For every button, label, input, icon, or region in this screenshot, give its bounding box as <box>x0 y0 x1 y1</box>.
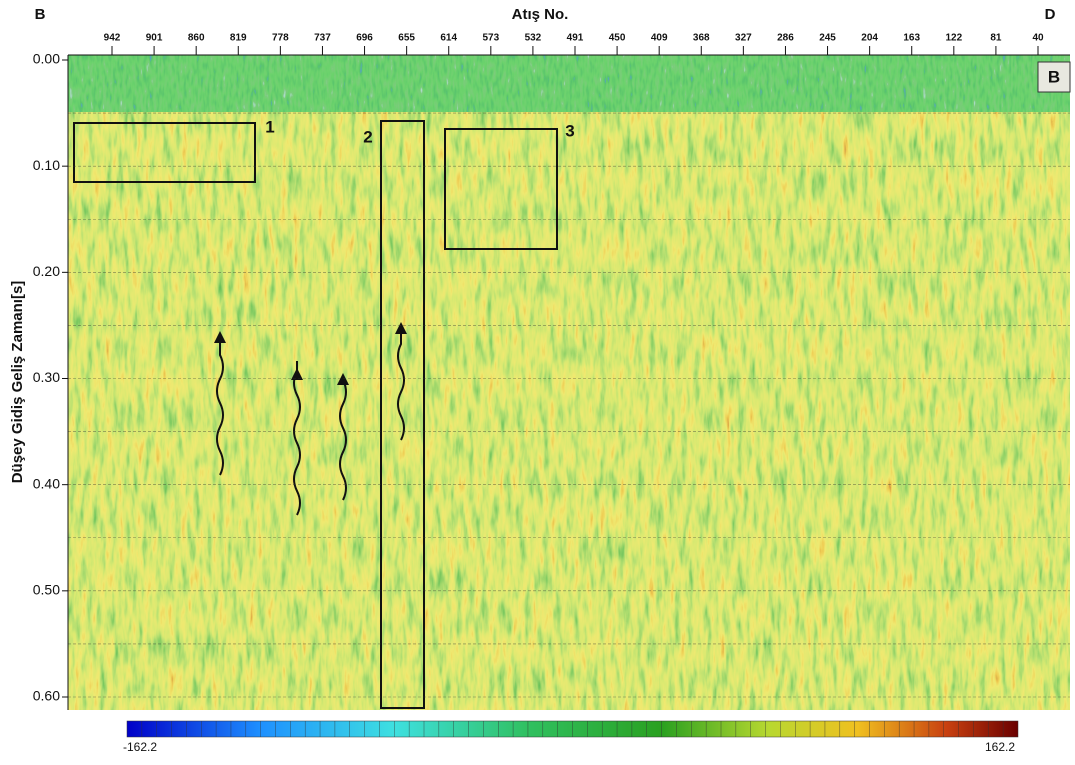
colorbar-min: -162.2 <box>123 740 157 754</box>
annotations <box>73 120 558 709</box>
y-tick-label: 0.30 <box>33 369 60 385</box>
arrow <box>397 328 405 441</box>
section-texture <box>68 112 1070 710</box>
x-tick-label: 819 <box>230 33 247 44</box>
x-tick-label: 163 <box>903 33 920 44</box>
x-tick-label: 696 <box>356 33 373 44</box>
arrowhead <box>337 373 349 385</box>
y-tick-label: 0.50 <box>33 582 60 598</box>
colorbar-max: 162.2 <box>985 740 1015 754</box>
x-tick-label: 40 <box>1032 33 1044 44</box>
box-label: 3 <box>565 121 574 140</box>
right-corner: D <box>1045 6 1056 23</box>
top-band <box>68 55 1070 112</box>
x-tick-label: 491 <box>567 33 584 44</box>
y-tick-label: 0.10 <box>33 157 60 173</box>
x-tick-label: 204 <box>861 33 878 44</box>
x-tick-label: 655 <box>398 33 415 44</box>
x-tick-label: 614 <box>440 33 457 44</box>
x-tick-label: 737 <box>314 33 331 44</box>
x-tick-label: 368 <box>693 33 710 44</box>
box-3 <box>444 128 558 250</box>
box-1 <box>73 122 256 183</box>
box-label: 2 <box>363 127 372 146</box>
arrowhead <box>395 322 407 334</box>
y-tick-label: 0.00 <box>33 51 60 67</box>
title: Atış No. <box>512 6 569 23</box>
x-tick-label: 901 <box>146 33 163 44</box>
x-tick-label: 122 <box>945 33 962 44</box>
box-label: 1 <box>265 117 274 136</box>
x-tick-label: 532 <box>525 33 542 44</box>
y-tick-label: 0.20 <box>33 263 60 279</box>
x-tick-label: 409 <box>651 33 668 44</box>
x-tick-label: 942 <box>104 33 121 44</box>
x-tick-label: 286 <box>777 33 794 44</box>
x-tick-label: 327 <box>735 33 752 44</box>
x-tick-label: 573 <box>482 33 499 44</box>
box-2 <box>380 120 425 709</box>
seismic-section <box>68 55 1070 710</box>
y-tick-label: 0.40 <box>33 475 60 491</box>
x-tick-label: 81 <box>990 33 1002 44</box>
x-tick-label: 450 <box>609 33 626 44</box>
left-corner: B <box>35 6 46 23</box>
arrowhead <box>291 368 303 380</box>
arrowheads <box>214 322 407 385</box>
y-tick-label: 0.60 <box>33 688 60 704</box>
y-axis-label: Düşey Gidiş Geliş Zamanı[s] <box>9 281 26 484</box>
panel-label: B <box>1048 67 1060 86</box>
x-tick-label: 860 <box>188 33 205 44</box>
arrow <box>216 341 224 476</box>
arrow <box>293 361 301 516</box>
x-tick-label: 245 <box>819 33 836 44</box>
arrowhead <box>214 331 226 343</box>
panel-label-box <box>1037 61 1071 93</box>
x-tick-label: 778 <box>272 33 289 44</box>
arrow <box>339 377 347 501</box>
